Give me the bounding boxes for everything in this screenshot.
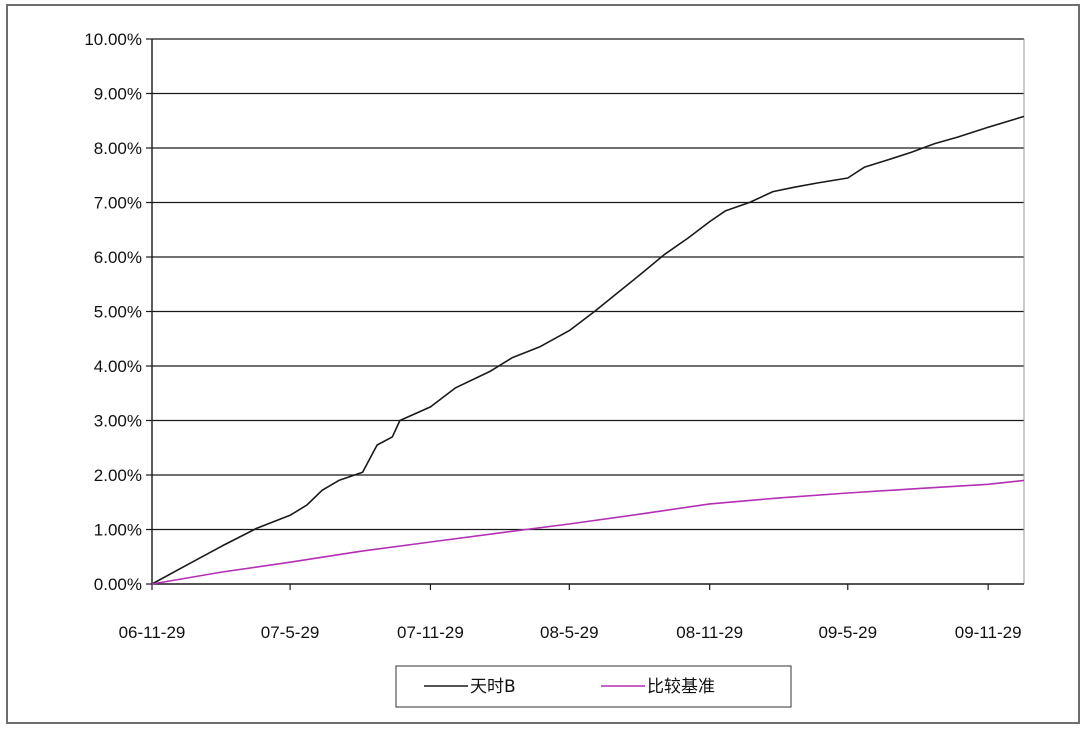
chart-frame: 0.00% 1.00% 2.00% 3.00% 4.00% 5.00% 6.00% 7.00%… xyxy=(6,4,1080,724)
x-tick-label: 08-11-29 xyxy=(676,623,743,642)
y-tick-label: 2.00% xyxy=(94,466,142,485)
series-line-tianshi-b xyxy=(151,115,1025,585)
y-tick-label: 1.00% xyxy=(94,521,142,540)
gridlines xyxy=(152,38,1024,531)
legend-label-tianshi-b: 天时B xyxy=(470,677,516,697)
x-tick-label: 09-5-29 xyxy=(818,623,877,642)
y-tick-label: 8.00% xyxy=(94,139,142,158)
x-tick-label: 06-11-29 xyxy=(119,623,186,642)
axes xyxy=(146,38,1025,590)
y-tick-label: 5.00% xyxy=(94,303,142,322)
series-lines xyxy=(151,115,1025,585)
x-tick-label: 09-11-29 xyxy=(955,623,1022,642)
y-tick-label: 10.00% xyxy=(84,30,142,49)
y-tick-label: 9.00% xyxy=(94,85,142,104)
y-tick-label: 0.00% xyxy=(94,575,142,594)
x-tick-label: 07-5-29 xyxy=(261,623,320,642)
y-tick-label: 6.00% xyxy=(94,248,142,267)
x-tick-label: 07-11-29 xyxy=(397,623,464,642)
y-tick-labels: 0.00% 1.00% 2.00% 3.00% 4.00% 5.00% 6.00% 7.00%… xyxy=(84,30,142,594)
line-chart: 0.00% 1.00% 2.00% 3.00% 4.00% 5.00% 6.00% 7.00%… xyxy=(84,30,1025,708)
legend-label-benchmark: 比较基准 xyxy=(647,677,715,697)
legend: 天时B 比较基准 xyxy=(395,665,792,708)
y-tick-label: 7.00% xyxy=(94,194,142,213)
series-line-benchmark xyxy=(151,479,1025,585)
x-tick-labels: 06-11-29 07-5-29 07-11-29 08-5-29 08-11-29 09… xyxy=(119,623,1022,642)
y-tick-label: 4.00% xyxy=(94,357,142,376)
x-tick-label: 08-5-29 xyxy=(540,623,599,642)
y-tick-label: 3.00% xyxy=(94,412,142,431)
